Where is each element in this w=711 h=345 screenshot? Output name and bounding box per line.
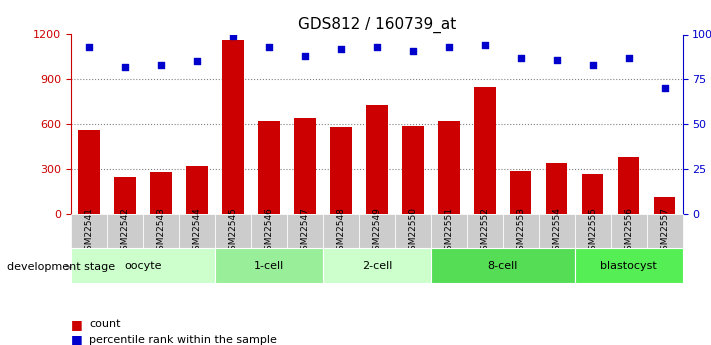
Bar <box>258 121 279 214</box>
FancyBboxPatch shape <box>395 214 431 248</box>
FancyBboxPatch shape <box>646 214 683 248</box>
Point <box>443 44 454 50</box>
Point <box>371 44 383 50</box>
Text: GSM22555: GSM22555 <box>588 207 597 256</box>
Point <box>479 42 491 48</box>
Text: oocyte: oocyte <box>124 261 162 270</box>
Bar <box>510 170 532 214</box>
Bar <box>330 127 352 214</box>
Text: GSM22544: GSM22544 <box>193 207 201 256</box>
Text: 2-cell: 2-cell <box>362 261 392 270</box>
FancyBboxPatch shape <box>503 214 539 248</box>
Text: GSM22551: GSM22551 <box>444 207 454 256</box>
FancyBboxPatch shape <box>431 214 466 248</box>
FancyBboxPatch shape <box>215 248 323 283</box>
Text: count: count <box>89 319 120 329</box>
Point <box>119 64 131 70</box>
Bar <box>366 105 387 214</box>
FancyBboxPatch shape <box>539 214 574 248</box>
Point <box>659 86 670 91</box>
Bar <box>222 40 244 214</box>
Text: GSM22548: GSM22548 <box>336 207 346 256</box>
Text: 1-cell: 1-cell <box>254 261 284 270</box>
Text: 8-cell: 8-cell <box>488 261 518 270</box>
Text: GSM22541: GSM22541 <box>85 207 94 256</box>
FancyBboxPatch shape <box>359 214 395 248</box>
FancyBboxPatch shape <box>71 248 215 283</box>
Point <box>407 48 419 53</box>
Text: GSM22547: GSM22547 <box>300 207 309 256</box>
Bar <box>618 157 639 214</box>
Bar <box>114 177 136 214</box>
FancyBboxPatch shape <box>611 214 646 248</box>
Text: GSM22545: GSM22545 <box>228 207 237 256</box>
FancyBboxPatch shape <box>215 214 251 248</box>
FancyBboxPatch shape <box>143 214 179 248</box>
Point <box>263 44 274 50</box>
Bar <box>438 121 459 214</box>
FancyBboxPatch shape <box>287 214 323 248</box>
Text: ■: ■ <box>71 318 83 331</box>
Bar <box>294 118 316 214</box>
Point <box>335 46 346 52</box>
Text: GSM22553: GSM22553 <box>516 207 525 256</box>
Text: GSM22543: GSM22543 <box>156 207 166 256</box>
Text: GSM22557: GSM22557 <box>660 207 669 256</box>
FancyBboxPatch shape <box>251 214 287 248</box>
FancyBboxPatch shape <box>574 248 683 283</box>
Point <box>587 62 599 68</box>
Point <box>299 53 311 59</box>
Text: GSM22549: GSM22549 <box>373 207 381 256</box>
Text: blastocyst: blastocyst <box>600 261 657 270</box>
FancyBboxPatch shape <box>323 214 359 248</box>
Text: GSM22556: GSM22556 <box>624 207 633 256</box>
Bar <box>582 174 604 214</box>
Text: GSM22546: GSM22546 <box>264 207 274 256</box>
Bar <box>186 166 208 214</box>
Bar <box>474 87 496 214</box>
Text: GSM22554: GSM22554 <box>552 207 561 256</box>
Bar <box>402 126 424 214</box>
Text: development stage: development stage <box>7 263 115 272</box>
Bar <box>78 130 100 214</box>
Text: ■: ■ <box>71 333 83 345</box>
Point <box>155 62 166 68</box>
Text: percentile rank within the sample: percentile rank within the sample <box>89 335 277 345</box>
Point <box>623 55 634 61</box>
FancyBboxPatch shape <box>466 214 503 248</box>
Text: GSM22550: GSM22550 <box>408 207 417 256</box>
Bar <box>546 163 567 214</box>
Point <box>83 44 95 50</box>
FancyBboxPatch shape <box>431 248 574 283</box>
Bar <box>654 197 675 214</box>
Bar <box>150 172 172 214</box>
Point <box>191 59 203 64</box>
Text: GSM22552: GSM22552 <box>480 207 489 256</box>
Point <box>551 57 562 62</box>
Title: GDS812 / 160739_at: GDS812 / 160739_at <box>298 17 456 33</box>
FancyBboxPatch shape <box>179 214 215 248</box>
FancyBboxPatch shape <box>574 214 611 248</box>
FancyBboxPatch shape <box>71 214 107 248</box>
Text: GSM22542: GSM22542 <box>121 207 129 256</box>
FancyBboxPatch shape <box>323 248 431 283</box>
FancyBboxPatch shape <box>107 214 143 248</box>
Point <box>228 33 239 39</box>
Point <box>515 55 526 61</box>
